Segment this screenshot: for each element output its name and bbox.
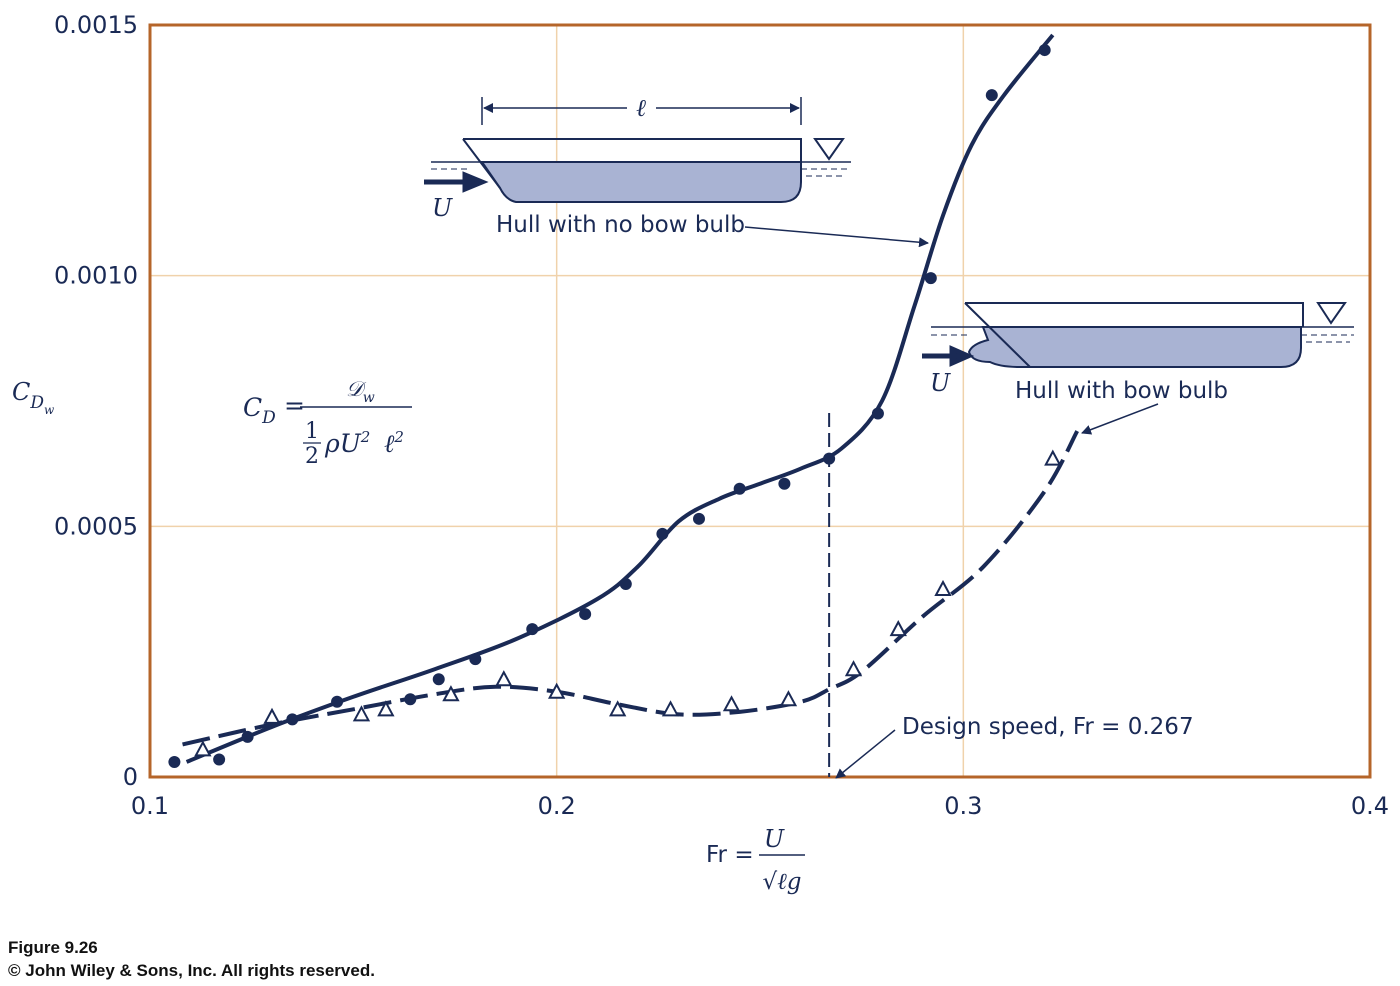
data-point-circle [693, 512, 705, 525]
water-level-icon [1316, 302, 1347, 325]
data-point-circle [168, 755, 181, 768]
x-tick-label: 0.1 [131, 792, 169, 820]
svg-text:U: U [764, 825, 785, 853]
hull-no-bulb-outline [462, 138, 802, 189]
data-point-triangle [495, 670, 513, 687]
series-bulb [182, 430, 1079, 757]
svg-text:√ℓg: √ℓg [763, 869, 802, 895]
data-point-circle [331, 695, 344, 708]
data-point-triangle [263, 707, 281, 724]
data-point-triangle [377, 700, 395, 717]
figure-caption: Figure 9.26 © John Wiley & Sons, Inc. Al… [8, 936, 375, 982]
data-point-circle [985, 89, 998, 102]
svg-text:2: 2 [305, 444, 319, 469]
data-point-triangle [661, 700, 680, 717]
svg-text:U: U [930, 369, 951, 397]
velocity-arrow-icon [424, 171, 489, 193]
data-point-triangle [547, 682, 566, 699]
data-point-circle [213, 753, 226, 766]
data-point-circle [469, 653, 482, 666]
svg-text:ℓ: ℓ [636, 94, 646, 122]
hull-bulb-diagram: U [922, 302, 1354, 397]
svg-text:U: U [432, 194, 453, 222]
data-point-triangle [844, 660, 863, 677]
velocity-arrow-icon [922, 345, 975, 367]
hull-bulb-outline [964, 302, 1304, 368]
data-point-triangle [722, 695, 741, 712]
curve-no-bulb [185, 33, 1055, 764]
leader-design-speed [835, 729, 896, 779]
x-tick-label: 0.4 [1351, 792, 1389, 820]
y-tick-label: 0.0015 [54, 11, 138, 39]
svg-text:CD: CD [243, 393, 276, 428]
x-tick-label: 0.2 [538, 792, 576, 820]
data-point-circle [924, 272, 937, 285]
data-point-triangle [934, 579, 952, 596]
wave-drag-chart: 0.1 0.2 0.3 0.4 0 0.0005 0.0010 0.0015 CDw Fr … [12, 11, 1389, 895]
y-tick-labels: 0 0.0005 0.0010 0.0015 [54, 11, 138, 791]
y-tick-label: 0 [123, 763, 138, 791]
y-tick-label: 0.0005 [54, 512, 138, 540]
copyright-notice: © John Wiley & Sons, Inc. All rights res… [8, 961, 375, 980]
data-point-circle [579, 608, 592, 621]
data-point-circle [871, 407, 884, 420]
data-point-circle [733, 482, 746, 495]
data-point-circle [1038, 44, 1051, 57]
data-point-triangle [442, 685, 460, 702]
data-point-circle [778, 477, 791, 490]
plot-frame [148, 23, 1372, 779]
leader-bulb [1081, 403, 1159, 435]
leader-no-bulb [744, 226, 929, 248]
data-point-triangle [779, 690, 798, 707]
data-point-circle [526, 623, 539, 636]
svg-text:ℓ2: ℓ2 [384, 428, 404, 458]
x-axis-label: Fr = U √ℓg [706, 825, 805, 895]
figure-number: Figure 9.26 [8, 938, 98, 957]
hull-no-bulb-submerged [480, 161, 802, 203]
hull-no-bulb-diagram: ℓ U [424, 94, 851, 222]
svg-text:=: = [284, 391, 305, 420]
data-point-circle [432, 673, 445, 686]
gridlines [150, 25, 1370, 777]
annotation-bulb: Hull with bow bulb [1015, 378, 1228, 404]
series-no-bulb [168, 33, 1055, 768]
data-point-triangle [1044, 449, 1062, 466]
annotation-no-bulb: Hull with no bow bulb [496, 212, 745, 238]
water-level-icon [813, 138, 845, 161]
y-axis-label: CDw [12, 378, 55, 417]
svg-text:𝒟w: 𝒟w [346, 377, 375, 406]
curve-bulb [182, 430, 1079, 747]
data-point-circle [241, 730, 254, 743]
series-layer [168, 33, 1079, 768]
data-point-triangle [889, 619, 907, 637]
data-point-triangle [608, 700, 627, 717]
data-point-circle [656, 527, 669, 540]
x-tick-labels: 0.1 0.2 0.3 0.4 [131, 792, 1389, 820]
data-point-triangle [194, 740, 212, 757]
svg-text:Fr =: Fr = [706, 842, 754, 868]
annotation-design-speed: Design speed, Fr = 0.267 [902, 714, 1194, 740]
svg-text:ρU2: ρU2 [324, 428, 370, 458]
svg-text:1: 1 [305, 419, 319, 444]
data-point-triangle [352, 705, 371, 722]
data-point-circle [619, 577, 632, 590]
x-tick-label: 0.3 [944, 792, 982, 820]
hull-bulb-submerged [967, 326, 1302, 368]
drag-coefficient-formula: CD = 𝒟w 1 2 ρU2 ℓ2 [243, 377, 412, 469]
y-tick-label: 0.0010 [54, 262, 138, 290]
